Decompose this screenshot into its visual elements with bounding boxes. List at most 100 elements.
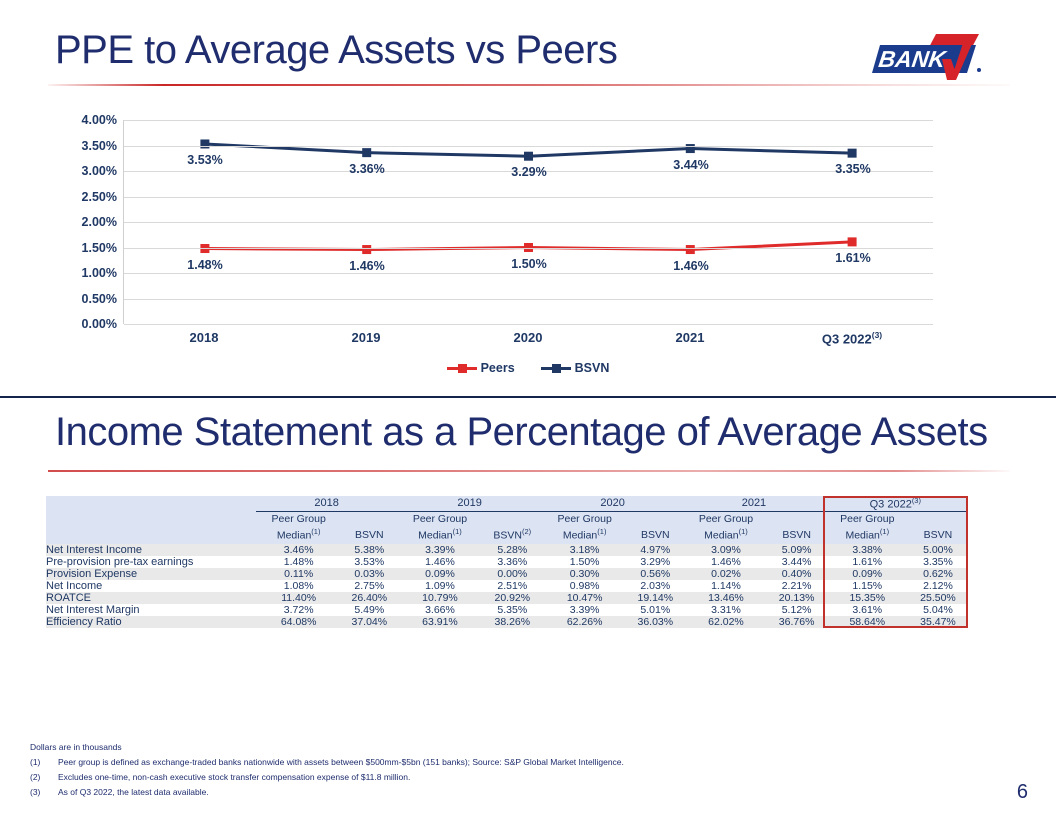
table-cell-value: 3.38%: [824, 543, 910, 556]
x-axis-tick-label: 2020: [513, 330, 543, 345]
table-cell-value: 0.09%: [397, 567, 483, 580]
chart-data-label: 1.46%: [349, 258, 385, 273]
legend-item-peers[interactable]: Peers: [446, 361, 515, 375]
table-cell-value: 1.61%: [824, 555, 910, 568]
table-cell-value: 0.00%: [482, 567, 542, 580]
footnote-text: Excludes one-time, non-cash executive st…: [58, 771, 411, 782]
table-cell-value: 36.76%: [768, 615, 825, 628]
table-cell-value: 5.49%: [341, 603, 398, 616]
chart-legend: Peers BSVN: [123, 358, 933, 378]
table-cell-value: 0.11%: [256, 567, 342, 580]
table-corner-cell-2: [46, 511, 256, 544]
table-cell-value: 0.02%: [683, 567, 769, 580]
table-cell-value: 3.09%: [683, 543, 769, 556]
table-cell-value: 2.03%: [627, 579, 684, 592]
table-cell-value: 5.12%: [768, 603, 825, 616]
table-cell-value: 62.02%: [683, 615, 769, 628]
legend-item-bsvn[interactable]: BSVN: [540, 361, 609, 375]
y-axis-tick-label: 2.50%: [81, 189, 117, 204]
bank7-logo: BANK: [872, 34, 981, 80]
footnote-item: (1) Peer group is defined as exchange-tra…: [30, 755, 930, 770]
chart-gridline: [124, 222, 933, 223]
table-cell-value: 5.38%: [341, 543, 398, 556]
table-cell-value: 1.09%: [397, 579, 483, 592]
table-subheader-bsvn: BSVN: [768, 511, 825, 544]
table-cell-value: 20.13%: [768, 591, 825, 604]
page-title-income-statement: Income Statement as a Percentage of Aver…: [55, 410, 988, 454]
y-axis-tick-label: 4.00%: [81, 113, 117, 127]
table-corner-cell: [46, 496, 256, 512]
chart-gridline: [124, 171, 933, 172]
table-cell-value: 0.40%: [768, 567, 825, 580]
y-axis-tick-label: 0.50%: [81, 291, 117, 306]
chart-plot-area: 1.48% 1.46% 1.50% 1.46% 1.61% 3.53% 3.36% 3.29%…: [123, 120, 933, 325]
footnote-number: (3): [30, 786, 41, 797]
table-subheader-peer-group-median: Peer Group Median(1): [256, 511, 342, 544]
section-divider: [0, 396, 1056, 398]
table-subheader-peer-group-median: Peer Group Median(1): [683, 511, 769, 544]
table-cell-value: 2.51%: [482, 579, 542, 592]
table-subheader-peer-group-median: Peer Group Median(1): [541, 511, 628, 544]
chart-gridline: [124, 145, 933, 147]
table-cell-value: 37.04%: [341, 615, 398, 628]
table-row-label: Net Interest Income: [46, 543, 256, 556]
table-cell-value: 5.28%: [482, 543, 542, 556]
footnote-item: (2) Excludes one-time, non-cash executive…: [30, 770, 930, 785]
table-year-header: 2021: [683, 496, 825, 512]
table-cell-value: 0.09%: [824, 567, 910, 580]
chart-marker: [524, 151, 533, 161]
table-cell-value: 15.35%: [824, 591, 910, 604]
table-cell-value: 10.47%: [541, 591, 628, 604]
chart-data-label: 1.61%: [835, 250, 871, 265]
x-axis-labels: 2018 2019 2020 2021 Q3 2022(3): [123, 330, 933, 354]
table-year-header: 2020: [541, 496, 684, 512]
y-axis-tick-label: 2.00%: [81, 215, 117, 229]
table-cell-value: 3.39%: [541, 603, 628, 616]
chart-data-label: 1.46%: [673, 258, 709, 273]
table-cell-value: 13.46%: [683, 591, 769, 604]
chart-gridline: [124, 120, 933, 121]
table-subheader-bsvn: BSVN: [341, 511, 398, 544]
chart-data-label: 3.44%: [673, 157, 709, 172]
page-number: 6: [1016, 781, 1028, 803]
table-subheader-bsvn: BSVN(2): [482, 511, 542, 544]
table-row-label: Provision Expense: [46, 567, 256, 580]
table-cell-value: 10.79%: [397, 591, 483, 604]
table-year-header-row: 2018 2019 2020 2021 Q3 2022(3): [46, 496, 966, 512]
table-cell-value: 3.18%: [541, 543, 628, 556]
y-axis-labels: 4.00% 3.50% 3.00% 2.50% 2.00% 1.50% 1.00% 0.50%…: [55, 113, 117, 331]
chart-marker: [362, 245, 372, 255]
title-underline-2: [48, 470, 1010, 472]
x-axis-tick-label: 2021: [675, 330, 705, 345]
table-cell-value: 1.48%: [256, 555, 342, 568]
chart-data-label: 3.36%: [349, 161, 385, 176]
table-cell-value: 5.35%: [482, 603, 542, 616]
y-axis-tick-label: 1.00%: [81, 266, 117, 280]
ppe-line-chart: 4.00% 3.50% 3.00% 2.50% 2.00% 1.50% 1.00% 0.50%…: [55, 112, 955, 375]
table-row: Net Interest Income 3.46% 5.38% 3.39% 5.28% 3…: [46, 543, 966, 556]
table-cell-value: 1.08%: [256, 579, 342, 592]
table-row-label: Net Income: [46, 579, 256, 592]
table-subheader-bsvn: BSVN: [627, 511, 684, 544]
table-row-label: Net Interest Margin: [46, 603, 256, 616]
table-row-label: Efficiency Ratio: [46, 615, 256, 628]
table-cell-value: 0.62%: [909, 567, 966, 580]
table-head: 2018 2019 2020 2021 Q3 2022(3) Peer Group Med…: [46, 496, 966, 544]
legend-swatch: [540, 363, 571, 373]
table-year-header: 2018: [256, 496, 398, 512]
table-row: Provision Expense 0.11% 0.03% 0.09% 0.00% 0.3…: [46, 567, 966, 580]
table-cell-value: 3.44%: [768, 555, 825, 568]
table-row: ROATCE 11.40% 26.40% 10.79% 20.92% 10.47% 19.1…: [46, 591, 966, 604]
table-subheader-bsvn: BSVN: [909, 511, 966, 544]
table-cell-value: 3.53%: [341, 555, 398, 568]
footnote-intro: Dollars are in thousands: [30, 742, 122, 752]
table-cell-value: 3.39%: [397, 543, 483, 556]
table-subheader-row: Peer Group Median(1) BSVN Peer Group Median(…: [46, 511, 966, 544]
table-cell-value: 0.30%: [541, 567, 628, 580]
chart-marker: [200, 139, 210, 149]
table-cell-value: 3.66%: [397, 603, 483, 616]
y-axis-tick-label: 1.50%: [81, 240, 117, 255]
x-axis-tick-label: 2019: [351, 330, 381, 345]
footnote-item: (3) As of Q3 2022, the latest data availa…: [30, 785, 930, 800]
x-axis-tick-label: Q3 2022(3): [821, 330, 883, 347]
